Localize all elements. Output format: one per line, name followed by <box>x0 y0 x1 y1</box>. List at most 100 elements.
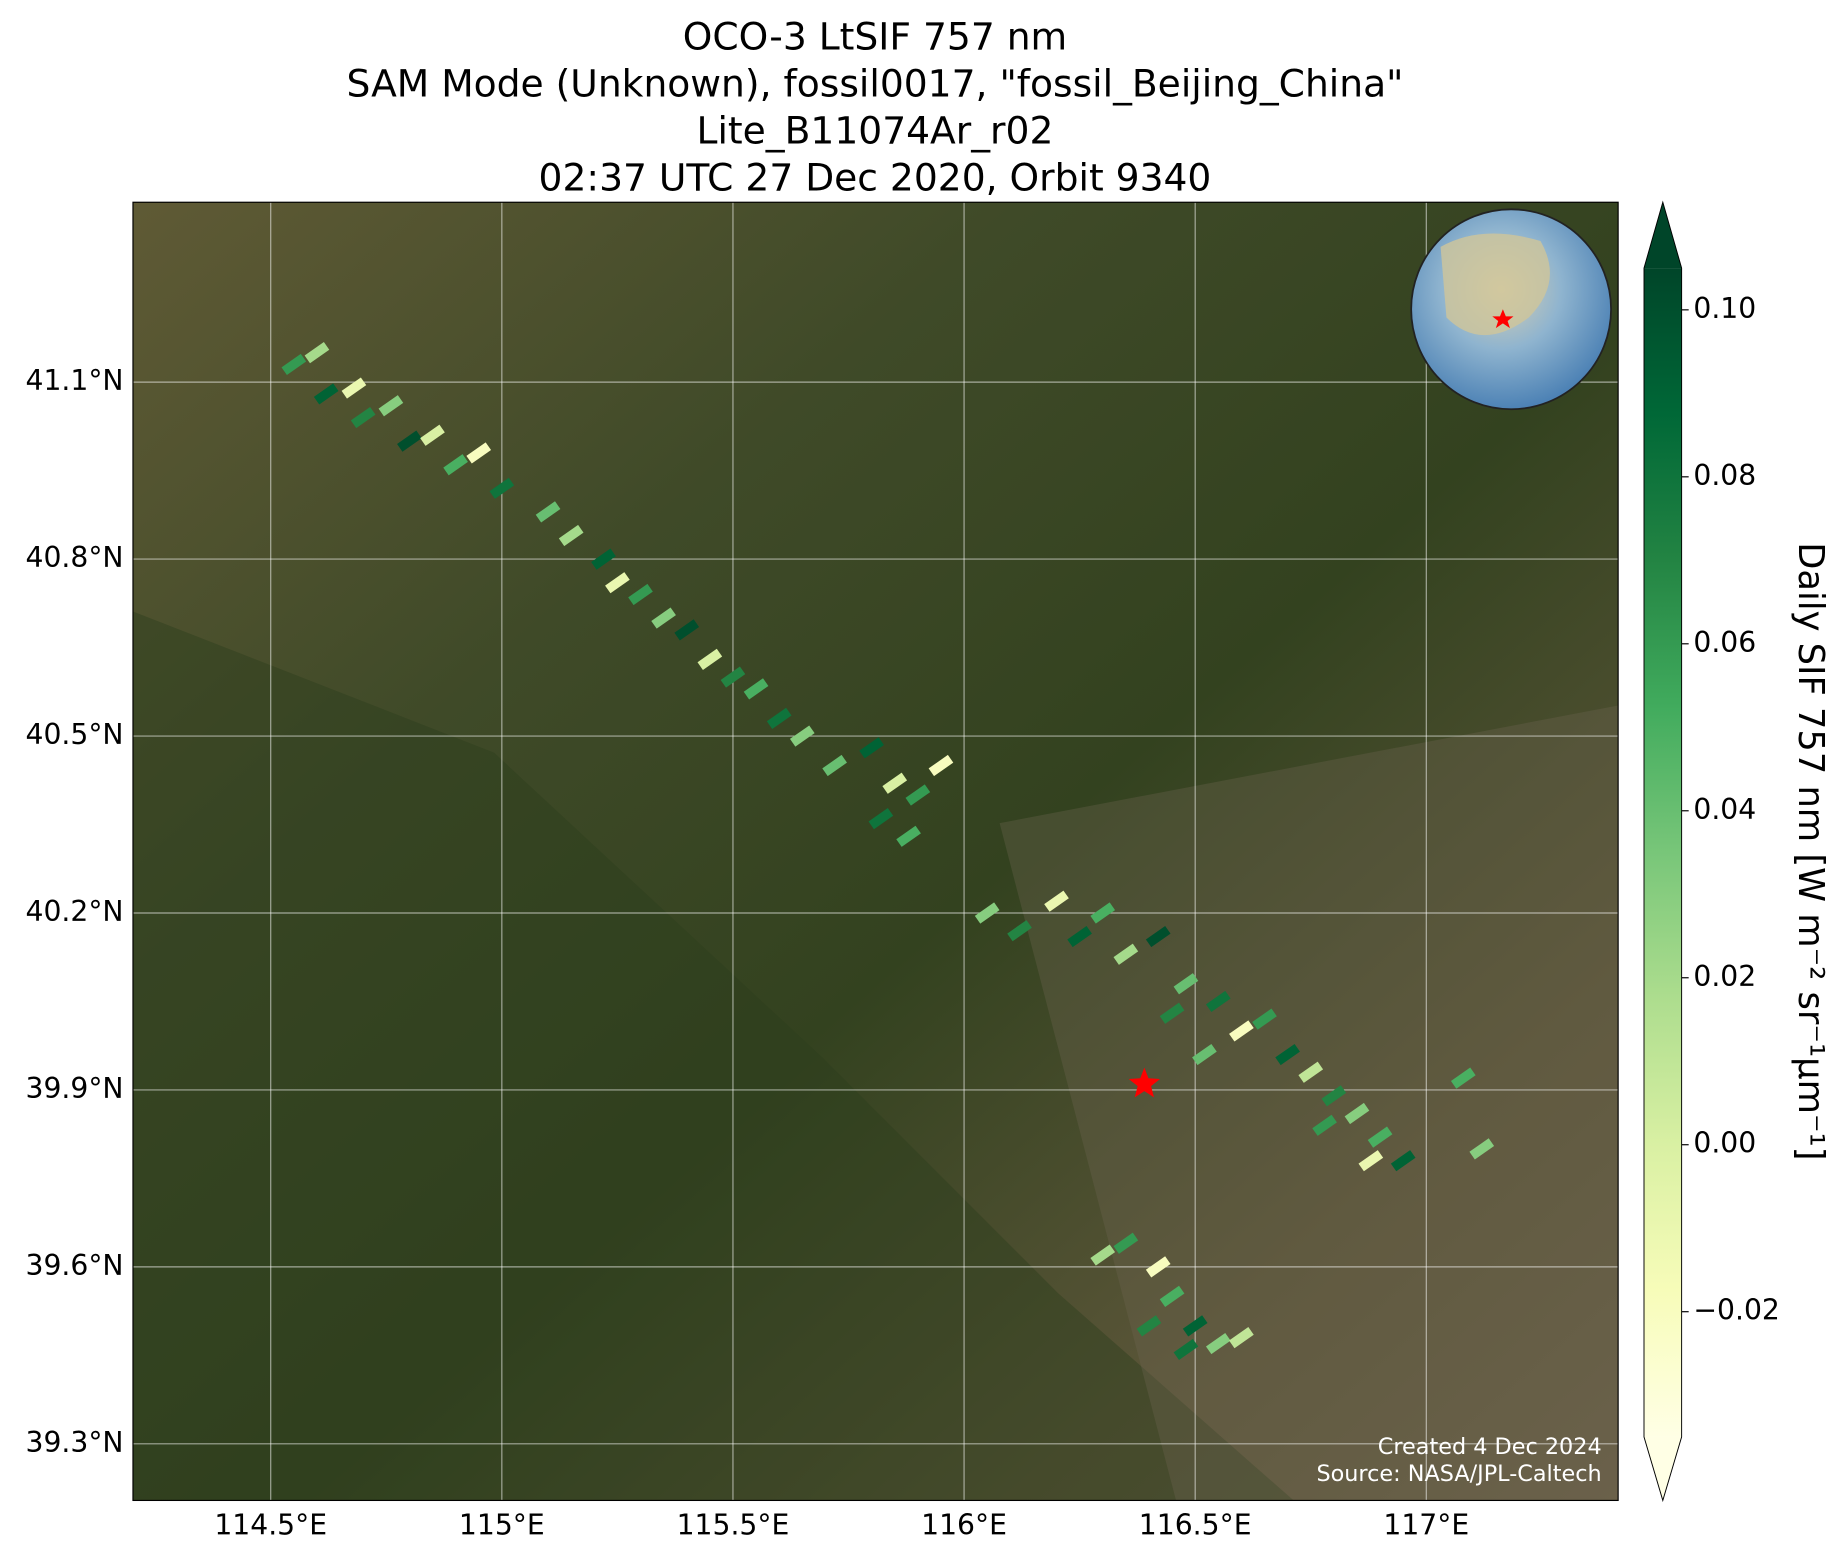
sif-cell <box>789 725 815 747</box>
sif-cell <box>1090 902 1116 924</box>
colorbar-label: Daily SIF 757 nm [W m⁻² sr⁻¹µm⁻¹] <box>1790 542 1831 1160</box>
sif-cell <box>489 477 515 499</box>
title-line: OCO-3 LtSIF 757 nm <box>683 14 1067 58</box>
colorbar-tick-label: 0.06 <box>1693 626 1756 659</box>
sif-cell <box>674 619 700 641</box>
sif-cell <box>605 572 630 594</box>
terrain <box>132 611 1294 1501</box>
sif-cell <box>1469 1138 1495 1160</box>
x-tick-label: 117°E <box>1383 1508 1469 1541</box>
sif-cell <box>1205 1332 1231 1355</box>
colorbar-tick-label: 0.00 <box>1693 1127 1756 1160</box>
sif-cell <box>443 454 468 476</box>
colorbar-outline <box>1643 200 1683 1503</box>
y-tick-label: 39.6°N <box>26 1249 124 1282</box>
sif-cell <box>420 424 445 446</box>
sif-cell <box>1450 1067 1476 1089</box>
sif-cell <box>743 678 769 700</box>
sif-cell <box>1275 1043 1300 1066</box>
sif-cell <box>1367 1126 1393 1148</box>
sif-cell <box>896 825 921 847</box>
y-tick-label: 40.8°N <box>26 541 124 574</box>
sif-cell <box>1159 1002 1185 1024</box>
credit: Created 4 Dec 2024 <box>1378 1434 1602 1460</box>
sif-cell <box>378 395 404 417</box>
colorbar-tick-label: 0.02 <box>1693 960 1756 993</box>
site-marker <box>1128 1067 1161 1098</box>
sif-cell <box>859 737 884 759</box>
sif-cell <box>466 442 492 464</box>
title-line: SAM Mode (Unknown), fossil0017, "fossil_… <box>347 61 1404 105</box>
y-tick-label: 41.1°N <box>26 364 124 397</box>
sif-cell <box>1173 1338 1199 1361</box>
sif-cell <box>1229 1327 1254 1349</box>
sif-cell <box>628 583 653 606</box>
grid <box>132 202 1619 1501</box>
sif-cell <box>1298 1061 1324 1083</box>
sif-cell <box>1145 925 1171 948</box>
x-tick-label: 115.5°E <box>677 1508 790 1541</box>
colorbar-tick-label: 0.10 <box>1693 292 1756 325</box>
x-tick-label: 115°E <box>459 1508 545 1541</box>
y-tick-label: 39.3°N <box>26 1426 124 1459</box>
sif-cell <box>928 754 954 777</box>
colorbar <box>1643 268 1682 1437</box>
sif-cell <box>1229 1020 1254 1042</box>
sif-cell <box>697 648 723 670</box>
sif-cell <box>1145 1256 1171 1278</box>
globe-land <box>1440 233 1550 336</box>
sif-cell <box>720 666 746 688</box>
sif-cell <box>1044 890 1069 912</box>
sif-cell <box>974 902 1000 924</box>
sif-cell <box>304 342 330 364</box>
sif-cell <box>1136 1315 1162 1337</box>
plain <box>999 705 1619 1501</box>
x-tick-label: 116°E <box>921 1508 1007 1541</box>
colorbar-tick-label: 0.08 <box>1693 459 1756 492</box>
sif-cell <box>1390 1150 1416 1172</box>
sif-cell <box>1321 1085 1347 1107</box>
sif-cell <box>651 607 676 629</box>
sif-cell <box>1252 1008 1277 1030</box>
sif-cell <box>1182 1315 1208 1337</box>
title-line: Lite_B11074Ar_r02 <box>697 108 1054 152</box>
sif-cell <box>766 707 792 729</box>
sif-cell <box>1090 1244 1116 1266</box>
sif-cell <box>313 383 339 405</box>
sif-cell <box>1113 1232 1139 1254</box>
map-frame <box>132 201 1619 1502</box>
colorbar-extend <box>1643 202 1682 269</box>
y-tick-label: 40.2°N <box>26 895 124 928</box>
sif-cell <box>822 754 847 777</box>
sif-cell <box>281 353 307 376</box>
y-tick-label: 40.5°N <box>26 718 124 751</box>
sif-cell <box>591 548 616 570</box>
sif-cell <box>1312 1114 1337 1136</box>
colorbar-extend <box>1643 1436 1682 1501</box>
site <box>1128 1067 1161 1098</box>
sif-cell <box>1007 920 1032 942</box>
sif-cell <box>1173 973 1199 995</box>
y-tick-label: 39.9°N <box>26 1072 124 1105</box>
sif-cell <box>535 501 561 523</box>
sif-cell <box>397 430 422 452</box>
colorbar-ticks: 0.10 0.08 0.06 0.04 0.02 0.00 −0.02 <box>1681 292 1780 1327</box>
x-tick-label: 116.5°E <box>1139 1508 1252 1541</box>
sif-cell <box>1344 1102 1370 1125</box>
sif-cell <box>905 784 931 806</box>
title-line: 02:37 UTC 27 Dec 2020, Orbit 9340 <box>539 155 1212 199</box>
colorbar-tick-label: −0.02 <box>1693 1294 1779 1327</box>
sif-cell <box>1159 1285 1185 1307</box>
x-tick-label: 114.5°E <box>214 1508 327 1541</box>
sif-cell <box>1067 925 1092 948</box>
sif-cell <box>1192 1043 1217 1066</box>
sif-cell <box>350 406 376 429</box>
map-background <box>132 202 1619 1501</box>
sif-cell <box>558 524 584 547</box>
sif-cell <box>1205 990 1231 1013</box>
swath <box>281 342 1495 1361</box>
